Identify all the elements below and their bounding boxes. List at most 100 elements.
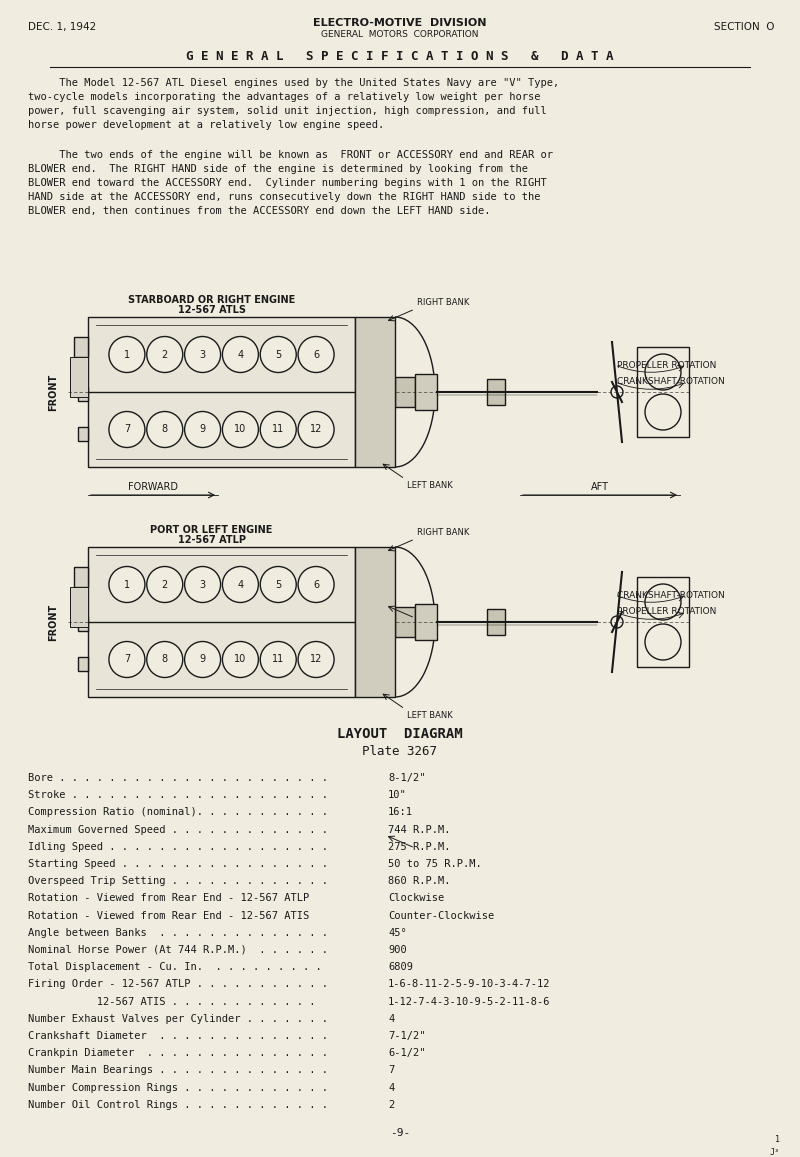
Text: 2: 2 <box>162 580 168 590</box>
Text: Rotation - Viewed from Rear End - 12-567 ATIS: Rotation - Viewed from Rear End - 12-567… <box>28 911 310 921</box>
Text: 4: 4 <box>388 1083 394 1092</box>
Text: Clockwise: Clockwise <box>388 893 444 904</box>
Text: 12-567 ATLP: 12-567 ATLP <box>178 535 246 545</box>
Text: 4: 4 <box>238 349 243 360</box>
Text: 9: 9 <box>199 425 206 435</box>
Text: 7: 7 <box>388 1066 394 1075</box>
Bar <box>415 604 437 640</box>
Text: LAYOUT  DIAGRAM: LAYOUT DIAGRAM <box>337 727 463 740</box>
Text: LEFT BANK: LEFT BANK <box>407 712 453 720</box>
Circle shape <box>611 386 623 398</box>
Text: RIGHT BANK: RIGHT BANK <box>417 299 470 307</box>
Circle shape <box>146 337 182 373</box>
Text: Nominal Horse Power (At 744 R.P.M.)  . . . . . .: Nominal Horse Power (At 744 R.P.M.) . . … <box>28 945 328 955</box>
Text: 1: 1 <box>124 580 130 590</box>
Bar <box>78 386 88 401</box>
Circle shape <box>109 641 145 678</box>
Circle shape <box>645 354 681 390</box>
Text: PROPELLER ROTATION: PROPELLER ROTATION <box>617 607 716 617</box>
Text: Idling Speed . . . . . . . . . . . . . . . . . .: Idling Speed . . . . . . . . . . . . . .… <box>28 842 328 852</box>
Circle shape <box>298 641 334 678</box>
Text: power, full scavenging air system, solid unit injection, high compression, and f: power, full scavenging air system, solid… <box>28 106 546 116</box>
Text: two-cycle models incorporating the advantages of a relatively low weight per hor: two-cycle models incorporating the advan… <box>28 93 541 102</box>
Text: CRANKSHAFT ROTATION: CRANKSHAFT ROTATION <box>617 590 725 599</box>
Text: 12-567 ATIS . . . . . . . . . . . .: 12-567 ATIS . . . . . . . . . . . . <box>28 996 315 1007</box>
Text: 10: 10 <box>234 425 246 435</box>
Circle shape <box>109 337 145 373</box>
Text: 5: 5 <box>275 580 282 590</box>
Text: SECTION  O: SECTION O <box>714 22 775 32</box>
Text: 7-1/2": 7-1/2" <box>388 1031 426 1041</box>
Bar <box>395 377 415 407</box>
Text: Total Displacement - Cu. In.  . . . . . . . . .: Total Displacement - Cu. In. . . . . . .… <box>28 963 322 972</box>
Text: FORWARD: FORWARD <box>128 482 178 492</box>
Circle shape <box>645 395 681 430</box>
Circle shape <box>109 412 145 448</box>
Circle shape <box>222 567 258 603</box>
Circle shape <box>185 567 221 603</box>
Text: The two ends of the engine will be known as  FRONT or ACCESSORY end and REAR or: The two ends of the engine will be known… <box>28 150 553 160</box>
Circle shape <box>185 337 221 373</box>
Bar <box>88 547 355 697</box>
Bar <box>74 337 88 358</box>
Text: BLOWER end, then continues from the ACCESSORY end down the LEFT HAND side.: BLOWER end, then continues from the ACCE… <box>28 206 490 216</box>
Text: FRONT: FRONT <box>48 603 58 641</box>
Circle shape <box>185 641 221 678</box>
Bar <box>74 567 88 587</box>
Text: 1-6-8-11-2-5-9-10-3-4-7-12: 1-6-8-11-2-5-9-10-3-4-7-12 <box>388 979 550 989</box>
Text: The Model 12-567 ATL Diesel engines used by the United States Navy are "V" Type,: The Model 12-567 ATL Diesel engines used… <box>28 78 559 88</box>
Text: 3: 3 <box>199 349 206 360</box>
Text: 8: 8 <box>162 425 168 435</box>
Bar <box>355 547 395 697</box>
Circle shape <box>109 567 145 603</box>
Bar <box>637 347 689 437</box>
Text: 3: 3 <box>199 580 206 590</box>
Text: Firing Order - 12-567 ATLP . . . . . . . . . . .: Firing Order - 12-567 ATLP . . . . . . .… <box>28 979 328 989</box>
Circle shape <box>645 624 681 659</box>
Text: DEC. 1, 1942: DEC. 1, 1942 <box>28 22 96 32</box>
Text: Number Compression Rings . . . . . . . . . . . .: Number Compression Rings . . . . . . . .… <box>28 1083 328 1092</box>
Text: PROPELLER ROTATION: PROPELLER ROTATION <box>617 361 716 369</box>
Text: Crankshaft Diameter  . . . . . . . . . . . . . .: Crankshaft Diameter . . . . . . . . . . … <box>28 1031 328 1041</box>
Circle shape <box>185 412 221 448</box>
Circle shape <box>260 412 296 448</box>
Circle shape <box>260 337 296 373</box>
Bar <box>487 379 505 405</box>
Text: 2: 2 <box>388 1100 394 1110</box>
Text: 860 R.P.M.: 860 R.P.M. <box>388 876 450 886</box>
Text: Stroke . . . . . . . . . . . . . . . . . . . . .: Stroke . . . . . . . . . . . . . . . . .… <box>28 790 328 801</box>
Text: ELECTRO-MOTIVE  DIVISION: ELECTRO-MOTIVE DIVISION <box>314 19 486 28</box>
Text: 11: 11 <box>272 425 284 435</box>
Text: 8-1/2": 8-1/2" <box>388 773 426 783</box>
Text: AFT: AFT <box>591 482 609 492</box>
Circle shape <box>222 412 258 448</box>
Text: 16:1: 16:1 <box>388 808 413 817</box>
Text: 1: 1 <box>775 1135 780 1144</box>
Text: CRANKSHAFT ROTATION: CRANKSHAFT ROTATION <box>617 377 725 386</box>
Text: Crankpin Diameter  . . . . . . . . . . . . . . .: Crankpin Diameter . . . . . . . . . . . … <box>28 1048 328 1059</box>
Text: -9-: -9- <box>390 1128 410 1138</box>
Circle shape <box>146 412 182 448</box>
Text: FRONT: FRONT <box>48 374 58 411</box>
Text: 12-567 ATLS: 12-567 ATLS <box>178 305 246 315</box>
Text: Rotation - Viewed from Rear End - 12-567 ATLP: Rotation - Viewed from Rear End - 12-567… <box>28 893 310 904</box>
Text: 9: 9 <box>199 655 206 664</box>
Text: Starting Speed . . . . . . . . . . . . . . . . .: Starting Speed . . . . . . . . . . . . .… <box>28 858 328 869</box>
Text: Compression Ratio (nominal). . . . . . . . . . .: Compression Ratio (nominal). . . . . . .… <box>28 808 328 817</box>
Bar <box>70 587 88 627</box>
Text: G E N E R A L   S P E C I F I C A T I O N S   &   D A T A: G E N E R A L S P E C I F I C A T I O N … <box>186 50 614 62</box>
Text: 6809: 6809 <box>388 963 413 972</box>
Text: 8: 8 <box>162 655 168 664</box>
Text: PORT OR LEFT ENGINE: PORT OR LEFT ENGINE <box>150 525 273 535</box>
Text: 1-12-7-4-3-10-9-5-2-11-8-6: 1-12-7-4-3-10-9-5-2-11-8-6 <box>388 996 550 1007</box>
Text: BLOWER end toward the ACCESSORY end.  Cylinder numbering begins with 1 on the RI: BLOWER end toward the ACCESSORY end. Cyl… <box>28 178 546 187</box>
Text: HAND side at the ACCESSORY end, runs consecutively down the RIGHT HAND side to t: HAND side at the ACCESSORY end, runs con… <box>28 192 541 202</box>
Circle shape <box>298 412 334 448</box>
Bar <box>78 657 88 671</box>
Text: 6-1/2": 6-1/2" <box>388 1048 426 1059</box>
Bar <box>415 374 437 410</box>
Text: 7: 7 <box>124 655 130 664</box>
Bar <box>78 427 88 441</box>
Text: 10": 10" <box>388 790 406 801</box>
Text: Number Exhaust Valves per Cylinder . . . . . . .: Number Exhaust Valves per Cylinder . . .… <box>28 1014 328 1024</box>
